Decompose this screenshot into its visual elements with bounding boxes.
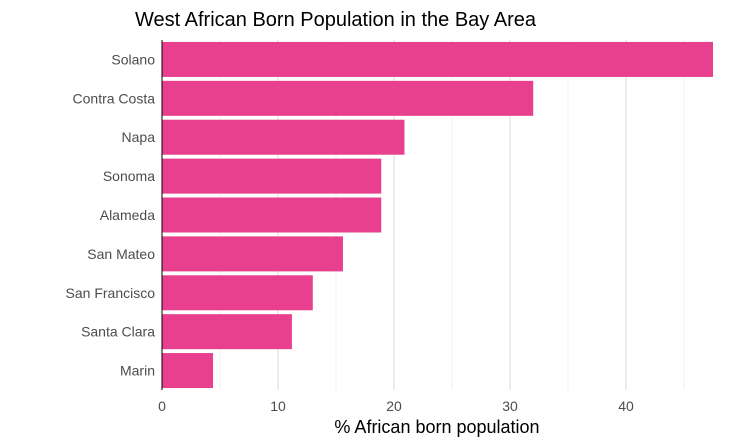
bar-solano (162, 41, 713, 77)
x-tick-label: 20 (386, 398, 402, 414)
bar-contra-costa (162, 80, 534, 116)
bar-marin (162, 353, 214, 389)
bar-alameda (162, 197, 382, 233)
y-tick-label: Alameda (100, 207, 155, 223)
bar-napa (162, 119, 405, 155)
y-tick-label: Marin (120, 363, 155, 379)
bar-san-mateo (162, 236, 343, 272)
y-tick-label: San Mateo (87, 246, 155, 262)
x-tick-label: 10 (270, 398, 286, 414)
y-tick-label: San Francisco (66, 285, 156, 301)
y-tick-label: Contra Costa (73, 90, 156, 106)
y-tick-labels: Solano Contra Costa Napa Sonoma Alameda San M… (66, 51, 156, 378)
bar-san-francisco (162, 275, 313, 311)
bar-sonoma (162, 158, 382, 194)
y-tick-label: Sonoma (103, 168, 155, 184)
bar-santa-clara (162, 314, 292, 350)
x-tick-labels: 0 10 20 30 40 (158, 398, 634, 414)
x-tick-label: 0 (158, 398, 166, 414)
chart-title: West African Born Population in the Bay … (135, 9, 537, 31)
bars (162, 41, 713, 389)
y-tick-label: Santa Clara (81, 324, 155, 340)
x-axis-label: % African born population (334, 417, 539, 437)
x-tick-label: 40 (618, 398, 634, 414)
y-tick-label: Solano (111, 51, 155, 67)
x-tick-label: 30 (502, 398, 518, 414)
y-tick-label: Napa (122, 129, 156, 145)
